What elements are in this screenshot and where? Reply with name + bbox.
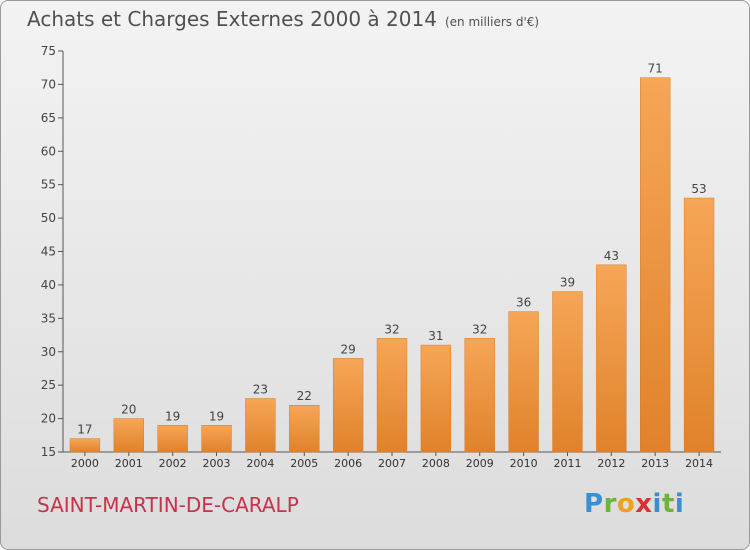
- x-tick-label: 2002: [159, 457, 187, 470]
- x-tick-label: 2011: [553, 457, 581, 470]
- bar-2011: [552, 291, 583, 453]
- bar-2013: [640, 77, 671, 453]
- x-tick-label: 2000: [71, 457, 99, 470]
- data-labels: 17 20 19 19 23 22 29 32 31 32 36 39 43 71 53: [77, 62, 706, 437]
- x-tick-label: 2007: [378, 457, 406, 470]
- x-tick-label: 2012: [597, 457, 625, 470]
- y-tick-label: 55: [41, 178, 56, 192]
- bar-2001: [113, 418, 144, 453]
- bar-2012: [596, 264, 627, 453]
- bar-2007: [376, 338, 408, 453]
- commune-name: SAINT-MARTIN-DE-CARALP: [37, 493, 299, 517]
- x-tick-label: 2013: [641, 457, 669, 470]
- data-label-2006: 29: [340, 342, 355, 356]
- bar-2004: [245, 398, 276, 453]
- y-tick-label: 35: [41, 311, 56, 325]
- data-label-2005: 22: [297, 389, 312, 403]
- y-tick-label: 50: [41, 211, 56, 225]
- data-label-2011: 39: [560, 276, 575, 290]
- data-label-2010: 36: [516, 296, 531, 310]
- x-tick-label: 2005: [290, 457, 318, 470]
- y-tick-label: 40: [41, 278, 56, 292]
- x-tick-label: 2004: [246, 457, 274, 470]
- y-tick-label: 30: [41, 345, 56, 359]
- x-tick-label: 2008: [422, 457, 450, 470]
- y-tick-label: 15: [41, 445, 56, 459]
- x-tick-label: 2001: [115, 457, 143, 470]
- data-label-2001: 20: [121, 403, 136, 417]
- bar-2006: [332, 358, 364, 453]
- chart-unit: (en milliers d'€): [444, 15, 540, 29]
- x-tick-label: 2014: [685, 457, 713, 470]
- data-label-2000: 17: [77, 423, 92, 437]
- data-label-2013: 71: [648, 62, 663, 76]
- y-tick-label: 45: [41, 245, 56, 259]
- data-label-2003: 19: [209, 409, 224, 423]
- data-label-2004: 23: [253, 383, 268, 397]
- bar-2008: [420, 344, 452, 453]
- data-label-2009: 32: [472, 322, 487, 336]
- chart-title: Achats et Charges Externes 2000 à 2014 (e…: [27, 7, 539, 31]
- y-tick-label: 75: [41, 44, 56, 58]
- data-label-2008: 31: [428, 329, 443, 343]
- y-tick-label: 60: [41, 144, 56, 158]
- data-label-2007: 32: [384, 322, 399, 336]
- x-tick-label: 2006: [334, 457, 362, 470]
- bar-2005: [289, 404, 320, 453]
- chart-title-text: Achats et Charges Externes 2000 à 2014: [27, 7, 437, 31]
- data-label-2012: 43: [604, 249, 619, 263]
- y-tick-label: 65: [41, 111, 56, 125]
- data-label-2002: 19: [165, 409, 180, 423]
- proxiti-logo: Proxiti: [584, 489, 685, 519]
- bars: [69, 77, 715, 453]
- x-tick-label: 2009: [466, 457, 494, 470]
- data-label-2014: 53: [691, 182, 706, 196]
- bar-2010: [508, 311, 539, 453]
- bar-2003: [201, 425, 232, 453]
- x-tick-label: 2003: [203, 457, 231, 470]
- bar-2000: [69, 438, 101, 453]
- x-tick-label: 2010: [510, 457, 538, 470]
- bar-2009: [464, 338, 495, 453]
- y-tick-label: 70: [41, 77, 56, 91]
- y-tick-label: 25: [41, 378, 56, 392]
- bar-2014: [683, 197, 715, 453]
- bar-2002: [157, 425, 188, 453]
- y-tick-label: 20: [41, 412, 56, 426]
- axes: 15 20 25 30 35 40 45 50 55 60 65 70 75 2000 2001 2002 20…: [41, 44, 721, 470]
